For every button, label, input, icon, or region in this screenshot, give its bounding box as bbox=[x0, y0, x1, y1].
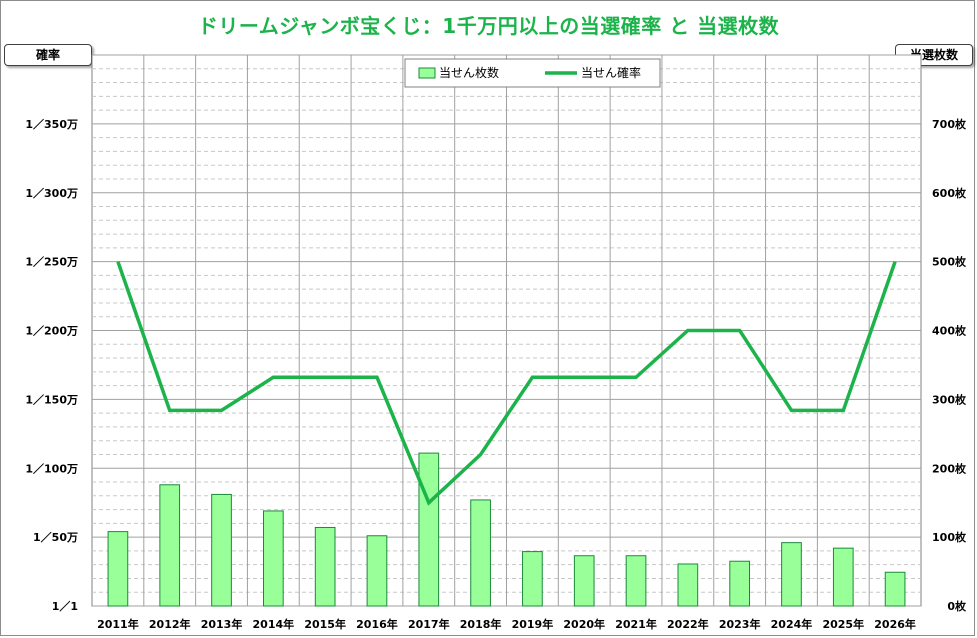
legend-bar-swatch bbox=[418, 67, 436, 79]
x-tick-label: 2023年 bbox=[719, 617, 761, 631]
bar-2018年 bbox=[470, 499, 491, 607]
left-tick-label: 1／50万 bbox=[33, 531, 78, 544]
bar-2014年 bbox=[262, 510, 284, 607]
right-tick-label: 500枚 bbox=[932, 255, 967, 269]
bar-2019年 bbox=[522, 551, 543, 607]
right-tick-label: 400枚 bbox=[932, 324, 967, 338]
bar-2022年 bbox=[677, 563, 699, 607]
left-tick-label: 1／1 bbox=[52, 600, 78, 613]
bar-2023年 bbox=[729, 560, 751, 607]
legend-bar-label: 当せん枚数 bbox=[439, 65, 499, 80]
x-tick-label: 2020年 bbox=[563, 617, 605, 631]
x-tick-label: 2017年 bbox=[408, 617, 450, 631]
bar-2026年 bbox=[884, 571, 906, 607]
x-tick-label: 2021年 bbox=[615, 617, 657, 631]
x-tick-label: 2016年 bbox=[356, 617, 398, 631]
x-tick-label: 2014年 bbox=[253, 617, 295, 631]
bar-2015年 bbox=[314, 526, 336, 607]
left-tick-label: 1／300万 bbox=[25, 187, 78, 200]
bar-2017年 bbox=[418, 452, 440, 607]
x-tick-label: 2013年 bbox=[201, 617, 243, 631]
x-tick-label: 2011年 bbox=[97, 617, 139, 631]
bar-2012年 bbox=[159, 484, 181, 607]
left-tick-label: 1／200万 bbox=[25, 325, 78, 338]
x-tick-label: 2022年 bbox=[667, 617, 709, 631]
bar-2024年 bbox=[781, 542, 802, 607]
left-tick-label: 1／350万 bbox=[25, 118, 78, 131]
legend bbox=[404, 58, 661, 88]
chart-title: ドリームジャンボ宝くじ：1千万円以上の当選確率 と 当選枚数 bbox=[197, 14, 780, 38]
bar-2013年 bbox=[211, 493, 232, 607]
legend-line-label: 当せん確率 bbox=[581, 65, 641, 80]
x-tick-label: 2018年 bbox=[460, 617, 502, 631]
probability-line bbox=[116, 261, 897, 506]
bar-2011年 bbox=[107, 531, 129, 607]
x-tick-label: 2012年 bbox=[149, 617, 191, 631]
x-tick-label: 2024年 bbox=[771, 617, 813, 631]
bar-2020年 bbox=[573, 555, 595, 607]
x-tick-label: 2025年 bbox=[822, 617, 864, 631]
bar-2021年 bbox=[625, 555, 647, 607]
right-tick-label: 200枚 bbox=[932, 461, 967, 475]
right-tick-label: 600枚 bbox=[932, 186, 967, 200]
left-tick-label: 1／100万 bbox=[25, 462, 78, 475]
x-tick-label: 2026年 bbox=[874, 617, 916, 631]
right-tick-label: 100枚 bbox=[932, 530, 967, 544]
x-tick-label: 2019年 bbox=[512, 617, 554, 631]
left-axis-label: 確率 bbox=[4, 44, 92, 66]
bar-2016年 bbox=[366, 535, 388, 607]
bar-2025年 bbox=[832, 547, 854, 607]
right-tick-label: 700枚 bbox=[932, 117, 967, 131]
x-tick-label: 2015年 bbox=[304, 617, 346, 631]
right-tick-label: 300枚 bbox=[932, 392, 967, 406]
left-tick-label: 1／250万 bbox=[25, 256, 78, 269]
right-tick-label: 0枚 bbox=[947, 599, 967, 613]
left-tick-label: 1／150万 bbox=[25, 393, 78, 406]
